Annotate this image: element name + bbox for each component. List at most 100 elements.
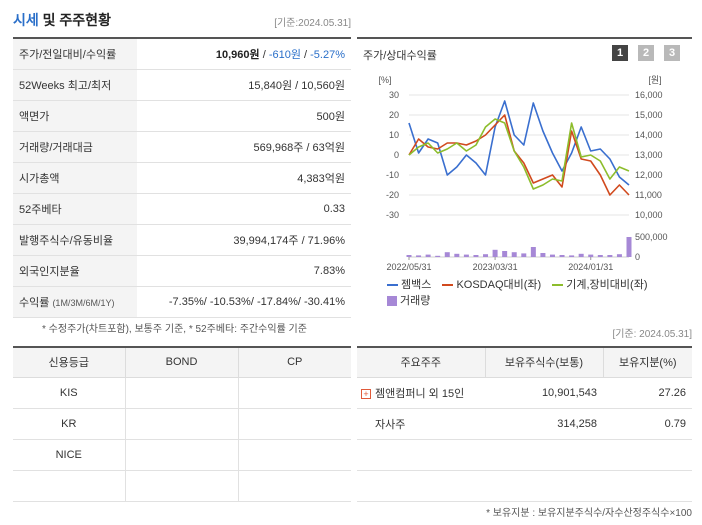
volume-bar bbox=[559, 255, 565, 257]
grade-agency: NICE bbox=[13, 439, 125, 471]
row-label: 주가/전일대비/수익률 bbox=[13, 38, 137, 70]
volume-bar bbox=[435, 255, 441, 257]
grade-bond bbox=[124, 470, 238, 502]
table-row: 시가총액 4,383억원 bbox=[13, 162, 351, 194]
grade-cp bbox=[237, 439, 351, 471]
volume-bars bbox=[406, 237, 632, 257]
volume-bar bbox=[416, 255, 422, 257]
volume-bar bbox=[626, 237, 632, 257]
table-row: NICE bbox=[13, 439, 351, 471]
table-row: 거래량/거래대금 569,968주 / 63억원 bbox=[13, 131, 351, 163]
left-axis-unit: [%] bbox=[378, 75, 391, 85]
holder-shares: 314,258 bbox=[485, 408, 603, 440]
volume-bar bbox=[406, 255, 412, 257]
volume-bar bbox=[616, 254, 622, 257]
column-header: CP bbox=[237, 347, 351, 378]
grade-cp bbox=[237, 470, 351, 502]
price-return-chart: [%] [원] 30 20 10 0 -10 -20 -30 16,000 15,000 14,… bbox=[378, 75, 667, 272]
table-row: 외국인지분율 7.83% bbox=[13, 255, 351, 287]
row-value: 0.33 bbox=[137, 193, 351, 225]
table-row: KIS bbox=[13, 377, 351, 409]
column-header: BOND bbox=[124, 347, 238, 378]
volume-bar bbox=[492, 249, 498, 257]
volume-bar bbox=[425, 254, 431, 257]
left-tick-label: -20 bbox=[386, 190, 399, 200]
row-label: 발행주식수/유동비율 bbox=[13, 224, 137, 256]
legend-item-kosdaq: KOSDAQ대비(좌) bbox=[442, 276, 541, 292]
right-tick-label: 15,000 bbox=[635, 110, 663, 120]
holder-name bbox=[357, 439, 485, 471]
table-header-row: 주요주주 보유주식수(보통) 보유지분(%) bbox=[357, 347, 692, 378]
row-value: -7.35%/ -10.53%/ -17.84%/ -30.41% bbox=[137, 286, 351, 318]
expand-icon[interactable]: + bbox=[361, 388, 371, 399]
left-axis-ticks: 30 20 10 0 -10 -20 -30 bbox=[386, 90, 399, 220]
row-label: 액면가 bbox=[13, 100, 137, 132]
table-row: 발행주식수/유동비율 39,994,174주 / 71.96% bbox=[13, 224, 351, 256]
volume-tick-label: 0 bbox=[635, 252, 640, 262]
grade-bond bbox=[124, 408, 238, 440]
chart-panel: 주가/상대수익률 1 2 3 [%] [원] 30 20 10 0 -10 -20 -30 … bbox=[357, 37, 692, 314]
row-value: 4,383억원 bbox=[137, 162, 351, 194]
holder-shares: 10,901,543 bbox=[485, 377, 603, 409]
volume-bar bbox=[597, 255, 603, 257]
holder-shares bbox=[485, 470, 603, 502]
holder-pct: 27.26 bbox=[603, 377, 692, 409]
row-value: 7.83% bbox=[137, 255, 351, 287]
table-row: 주가/전일대비/수익률 10,960원 / -610원 / -5.27% bbox=[13, 38, 351, 70]
left-tick-label: 20 bbox=[389, 110, 399, 120]
row-label: 외국인지분율 bbox=[13, 255, 137, 287]
table-row bbox=[357, 470, 692, 502]
row-label: 52Weeks 최고/최저 bbox=[13, 69, 137, 101]
right-tick-label: 13,000 bbox=[635, 150, 663, 160]
x-tick-label: 2022/05/31 bbox=[386, 262, 431, 272]
chart-page-1-button[interactable]: 1 bbox=[612, 45, 628, 61]
footnote-left: * 수정주가(차트포함), 보통주 기준, * 52주베타: 주간수익률 기준 bbox=[42, 324, 307, 335]
legend-item-machine: 기계,장비대비(좌) bbox=[552, 276, 648, 292]
left-tick-label: -30 bbox=[386, 210, 399, 220]
left-tick-label: 30 bbox=[389, 90, 399, 100]
legend-swatch bbox=[387, 296, 397, 307]
chart-page-2-button[interactable]: 2 bbox=[638, 45, 654, 61]
table-row: 52주베타 0.33 bbox=[13, 193, 351, 225]
legend-swatch bbox=[552, 284, 564, 287]
right-tick-label: 12,000 bbox=[635, 170, 663, 180]
table-header-row: 신용등급 BOND CP bbox=[13, 347, 351, 378]
left-tick-label: 0 bbox=[394, 150, 399, 160]
legend-swatch bbox=[387, 284, 398, 287]
price-info-table: 주가/전일대비/수익률 10,960원 / -610원 / -5.27% 52W… bbox=[13, 37, 351, 318]
grade-bond bbox=[124, 439, 238, 471]
table-row: + 젬앤컴퍼니 외 15인 10,901,543 27.26 bbox=[357, 377, 692, 409]
holder-pct bbox=[603, 439, 692, 471]
row-value: 15,840원 / 10,560원 bbox=[137, 69, 351, 101]
row-label: 52주베타 bbox=[13, 193, 137, 225]
grid-lines bbox=[409, 94, 629, 258]
row-label: 거래량/거래대금 bbox=[13, 131, 137, 163]
row-label: 시가총액 bbox=[13, 162, 137, 194]
left-tick-label: 10 bbox=[389, 130, 399, 140]
left-tick-label: -10 bbox=[386, 170, 399, 180]
table-row bbox=[357, 439, 692, 471]
volume-bar bbox=[540, 253, 546, 257]
grade-bond bbox=[124, 377, 238, 409]
table-row bbox=[13, 470, 351, 502]
holder-shares bbox=[485, 439, 603, 471]
section-title: 시세 및 주주현황 bbox=[13, 12, 111, 28]
volume-bar bbox=[521, 253, 527, 257]
chart-page-3-button[interactable]: 3 bbox=[664, 45, 680, 61]
series-line-1 bbox=[408, 114, 630, 196]
major-shareholders-table: 주요주주 보유주식수(보통) 보유지분(%) + 젬앤컴퍼니 외 15인 10,9… bbox=[357, 346, 692, 502]
volume-bar bbox=[588, 254, 594, 257]
chart-title: 주가/상대수익률 bbox=[363, 50, 437, 62]
right-axis-unit: [원] bbox=[648, 75, 661, 85]
footnote-right: * 보유지분 : 보유지분주식수/자수산정주식수×100 bbox=[486, 508, 692, 519]
x-axis-ticks: 2022/05/31 2023/03/31 2024/01/31 bbox=[386, 257, 613, 272]
grade-agency: KR bbox=[13, 408, 125, 440]
x-tick-label: 2023/03/31 bbox=[473, 262, 518, 272]
holder-name bbox=[357, 470, 485, 502]
volume-bar bbox=[530, 247, 536, 257]
series-lines bbox=[408, 100, 630, 196]
x-tick-label: 2024/01/31 bbox=[568, 262, 613, 272]
volume-bar bbox=[511, 252, 517, 257]
holders-base-date: [기준: 2024.05.31] bbox=[612, 329, 692, 340]
section-header: 시세 및 주주현황 [기준:2024.05.31] bbox=[13, 10, 351, 34]
